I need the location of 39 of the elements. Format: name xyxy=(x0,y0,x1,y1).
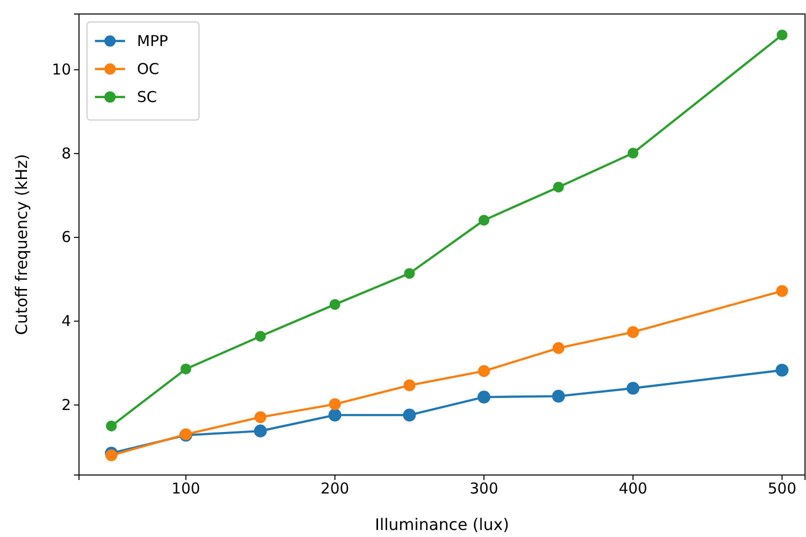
point xyxy=(478,365,490,377)
y-tick-label: 2 xyxy=(61,396,71,414)
y-axis-title: Cutoff frequency (kHz) xyxy=(12,154,31,335)
legend-label: OC xyxy=(137,60,160,78)
x-tick-label: 500 xyxy=(768,480,796,498)
point xyxy=(628,148,638,158)
legend-label: SC xyxy=(137,88,157,106)
point xyxy=(776,285,788,297)
y-tick-label: 6 xyxy=(61,228,71,246)
point xyxy=(254,424,267,438)
point xyxy=(106,420,117,432)
x-axis-title: Illuminance (lux) xyxy=(374,515,510,534)
point xyxy=(328,398,341,410)
point xyxy=(552,342,564,354)
point xyxy=(552,390,565,403)
legend-label: MPP xyxy=(137,32,168,50)
point xyxy=(776,364,788,377)
point xyxy=(255,330,266,342)
point xyxy=(403,408,416,422)
point xyxy=(553,182,564,192)
point xyxy=(478,390,490,404)
y-tick-label: 8 xyxy=(61,144,71,162)
point xyxy=(404,379,416,392)
x-tick-label: 400 xyxy=(618,480,648,498)
y-tick-label: 4 xyxy=(61,312,71,330)
point xyxy=(105,449,118,462)
point xyxy=(626,382,640,395)
x-tick-label: 300 xyxy=(470,480,498,498)
point xyxy=(254,411,266,424)
point xyxy=(180,364,192,374)
point xyxy=(330,299,340,310)
x-tick-label: 200 xyxy=(320,480,350,498)
point xyxy=(404,268,415,279)
point xyxy=(328,408,342,422)
x-tick-label: 100 xyxy=(172,480,200,498)
point xyxy=(627,326,639,338)
point xyxy=(776,30,788,40)
point xyxy=(478,214,490,226)
y-tick-label: 10 xyxy=(52,60,71,79)
